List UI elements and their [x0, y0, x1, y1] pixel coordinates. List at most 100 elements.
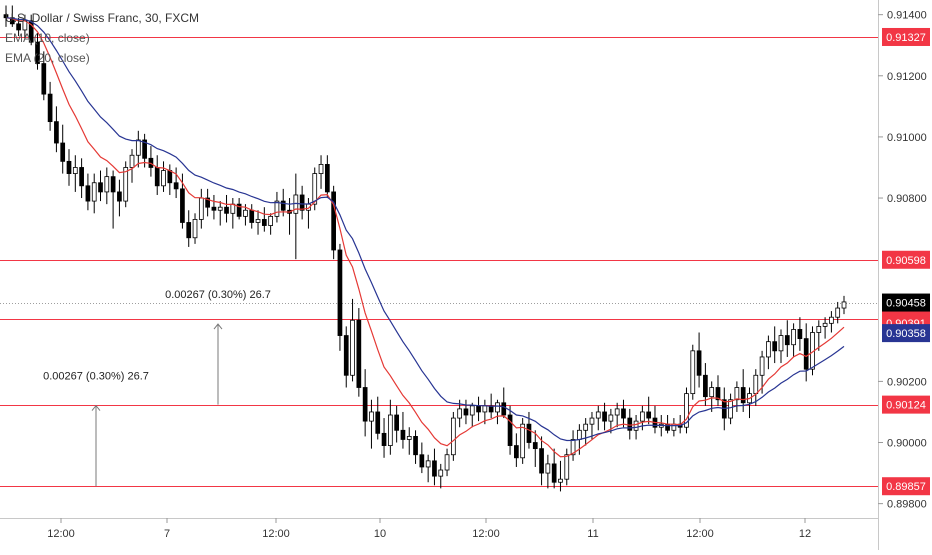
candle[interactable]	[236, 198, 242, 220]
candle[interactable]	[816, 320, 822, 351]
candle[interactable]	[684, 387, 689, 434]
measure-tool[interactable]: 0.00267 (0.30%) 26.7	[43, 371, 149, 487]
candle[interactable]	[797, 317, 803, 351]
candle[interactable]	[413, 430, 418, 464]
candle[interactable]	[759, 350, 765, 394]
candle[interactable]	[772, 326, 778, 364]
candle[interactable]	[293, 173, 299, 260]
candle[interactable]	[60, 124, 66, 174]
candle[interactable]	[41, 51, 47, 101]
candle[interactable]	[476, 396, 481, 422]
candle[interactable]	[595, 405, 601, 431]
candle[interactable]	[98, 170, 103, 202]
candle[interactable]	[400, 411, 406, 449]
candle[interactable]	[224, 194, 229, 223]
candle[interactable]	[690, 344, 696, 400]
candle[interactable]	[154, 155, 160, 195]
candle[interactable]	[539, 436, 544, 486]
candle[interactable]	[822, 317, 828, 339]
candle[interactable]	[570, 430, 576, 461]
candle[interactable]	[306, 198, 311, 229]
candle[interactable]	[66, 149, 72, 186]
candle[interactable]	[621, 399, 626, 428]
candle[interactable]	[387, 399, 393, 455]
candle[interactable]	[331, 185, 336, 260]
candle[interactable]	[123, 161, 129, 208]
candle[interactable]	[211, 194, 217, 220]
candle[interactable]	[444, 448, 450, 477]
candle[interactable]	[451, 411, 456, 461]
candle[interactable]	[161, 161, 166, 192]
level-price-badge[interactable]: 0.89857	[882, 477, 930, 496]
candle[interactable]	[696, 332, 702, 388]
candle[interactable]	[79, 158, 84, 199]
candle[interactable]	[841, 295, 847, 315]
candle[interactable]	[274, 191, 280, 223]
candle[interactable]	[318, 155, 324, 189]
candle[interactable]	[406, 427, 412, 455]
symbol-title[interactable]: U.S. Dollar / Swiss Franc, 30, FXCM	[5, 11, 200, 25]
candle[interactable]	[47, 81, 53, 131]
candle[interactable]	[230, 198, 236, 229]
candle[interactable]	[545, 454, 551, 489]
candle[interactable]	[614, 402, 620, 428]
candle[interactable]	[72, 155, 78, 192]
measure-tool[interactable]: 0.00267 (0.30%) 26.7	[165, 289, 271, 405]
candle[interactable]	[520, 418, 526, 464]
candle[interactable]	[85, 173, 91, 211]
candle[interactable]	[432, 448, 437, 486]
candle[interactable]	[198, 188, 204, 229]
candle[interactable]	[589, 411, 595, 440]
candle[interactable]	[469, 402, 475, 428]
candle[interactable]	[778, 329, 784, 364]
candle[interactable]	[173, 167, 179, 199]
indicator-ema-20[interactable]: EMA (20, close)	[5, 51, 90, 65]
candle[interactable]	[117, 179, 122, 217]
candle[interactable]	[129, 149, 135, 183]
candle[interactable]	[734, 381, 740, 412]
candle[interactable]	[324, 155, 330, 199]
candle[interactable]	[564, 448, 570, 486]
candle[interactable]	[438, 463, 444, 489]
ema-20-line[interactable]	[5, 17, 845, 442]
candle[interactable]	[350, 298, 355, 382]
last-price-badge[interactable]: 0.90458	[882, 293, 930, 312]
candle[interactable]	[192, 213, 198, 244]
candle[interactable]	[627, 408, 633, 440]
candle[interactable]	[652, 405, 658, 434]
candle[interactable]	[728, 393, 733, 425]
candle[interactable]	[148, 146, 154, 177]
candle[interactable]	[501, 387, 507, 419]
candle[interactable]	[715, 375, 721, 406]
level-price-badge[interactable]: 0.91327	[882, 27, 930, 46]
candle[interactable]	[369, 399, 374, 449]
candle[interactable]	[54, 106, 59, 153]
candle[interactable]	[551, 448, 557, 489]
candle[interactable]	[425, 454, 431, 483]
candle[interactable]	[110, 170, 116, 229]
candle[interactable]	[558, 460, 563, 492]
ema-slow-price-badge[interactable]: 0.90358	[882, 324, 930, 343]
candle[interactable]	[784, 320, 790, 357]
candle[interactable]	[583, 418, 589, 446]
candle[interactable]	[514, 433, 519, 467]
candle[interactable]	[829, 311, 834, 333]
candle[interactable]	[217, 201, 223, 226]
candle[interactable]	[381, 418, 387, 458]
candle[interactable]	[375, 396, 381, 440]
candle[interactable]	[766, 335, 771, 370]
candle[interactable]	[703, 363, 708, 406]
candle[interactable]	[28, 14, 34, 46]
candle[interactable]	[803, 323, 809, 382]
candle[interactable]	[835, 301, 841, 324]
candle[interactable]	[671, 418, 677, 437]
candle[interactable]	[337, 243, 343, 351]
ema-10-line[interactable]	[5, 17, 845, 458]
candle[interactable]	[299, 185, 305, 220]
candle[interactable]	[312, 167, 318, 211]
candle[interactable]	[747, 387, 752, 419]
candle[interactable]	[205, 188, 210, 217]
candle[interactable]	[740, 369, 746, 412]
